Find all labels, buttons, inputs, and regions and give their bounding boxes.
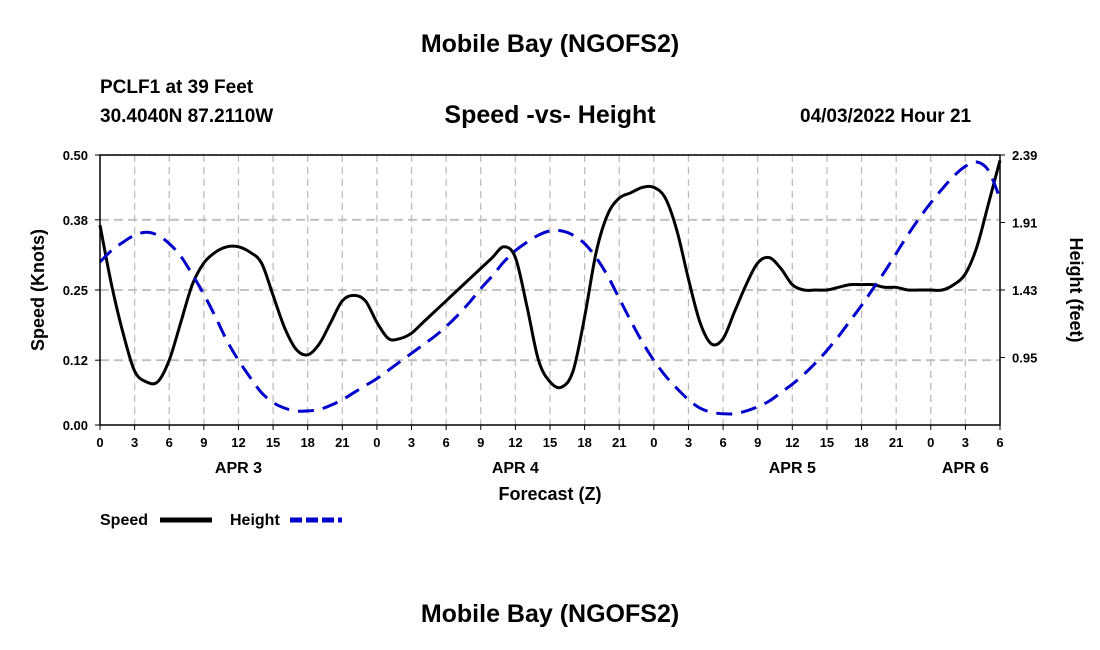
y2-tick-label: 2.39 — [1012, 148, 1037, 163]
footer-title: Mobile Bay (NGOFS2) — [420, 600, 680, 628]
x-axis-label: Forecast (Z) — [498, 484, 601, 504]
legend-speed-label: Speed — [100, 512, 148, 529]
forecast-datetime: 04/03/2022 Hour 21 — [800, 106, 972, 127]
x-tick-label: 21 — [612, 435, 626, 450]
x-tick-label: 15 — [543, 435, 557, 450]
y2-tick-label: 1.43 — [1012, 283, 1037, 298]
y2-axis-label: Height (feet) — [1066, 238, 1086, 343]
x-tick-label: 9 — [754, 435, 761, 450]
page-title: Mobile Bay (NGOFS2) — [420, 30, 680, 58]
x-tick-label: 6 — [443, 435, 450, 450]
x-tick-label: 3 — [131, 435, 138, 450]
day-label: APR 5 — [769, 460, 816, 477]
x-tick-label: 0 — [927, 435, 934, 450]
y2-tick-label: 1.91 — [1012, 216, 1037, 231]
y-axis-label: Speed (Knots) — [28, 229, 48, 351]
x-tick-label: 0 — [96, 435, 103, 450]
series-line-height — [98, 160, 1002, 416]
x-tick-label: 3 — [685, 435, 692, 450]
legend: Speed Height — [100, 512, 342, 529]
y-tick-label: 0.00 — [63, 418, 88, 433]
grid-layer — [100, 154, 1000, 425]
day-label: APR 4 — [492, 460, 539, 477]
x-tick-label: 6 — [719, 435, 726, 450]
chart-subtitle: Speed -vs- Height — [444, 101, 656, 129]
legend-height-label: Height — [230, 512, 280, 529]
x-tick-label: 0 — [650, 435, 657, 450]
x-tick-label: 21 — [335, 435, 349, 450]
x-tick-label: 18 — [854, 435, 868, 450]
x-tick-label: 6 — [166, 435, 173, 450]
x-tick-label: 3 — [962, 435, 969, 450]
y-tick-label: 0.12 — [63, 353, 88, 368]
axis-layer: 0 3 6 9 12 15 18 21 0 3 6 9 12 15 18 21 0 3 6 9 12 15 18 21 0 3 6 0… — [63, 148, 1038, 477]
x-tick-label: 12 — [785, 435, 799, 450]
x-tick-label: 12 — [508, 435, 522, 450]
x-tick-label: 9 — [200, 435, 207, 450]
station-label: PCLF1 at 39 Feet — [100, 77, 254, 98]
x-tick-label: 21 — [889, 435, 903, 450]
x-tick-label: 15 — [820, 435, 834, 450]
x-tick-label: 3 — [408, 435, 415, 450]
x-tick-label: 9 — [477, 435, 484, 450]
x-tick-label: 18 — [577, 435, 591, 450]
day-label: APR 3 — [215, 460, 262, 477]
x-tick-label: 18 — [300, 435, 314, 450]
day-label: APR 6 — [942, 460, 989, 477]
y-tick-label: 0.50 — [63, 148, 88, 163]
series-line-speed — [98, 160, 1002, 390]
x-tick-label: 12 — [231, 435, 245, 450]
series-layer — [98, 160, 1002, 416]
x-tick-label: 6 — [996, 435, 1003, 450]
station-coordinates: 30.4040N 87.2110W — [100, 106, 274, 127]
y-tick-label: 0.25 — [63, 283, 88, 298]
y-tick-label: 0.38 — [63, 213, 88, 228]
x-tick-label: 15 — [266, 435, 280, 450]
x-tick-label: 0 — [373, 435, 380, 450]
y2-tick-label: 0.95 — [1012, 351, 1037, 366]
